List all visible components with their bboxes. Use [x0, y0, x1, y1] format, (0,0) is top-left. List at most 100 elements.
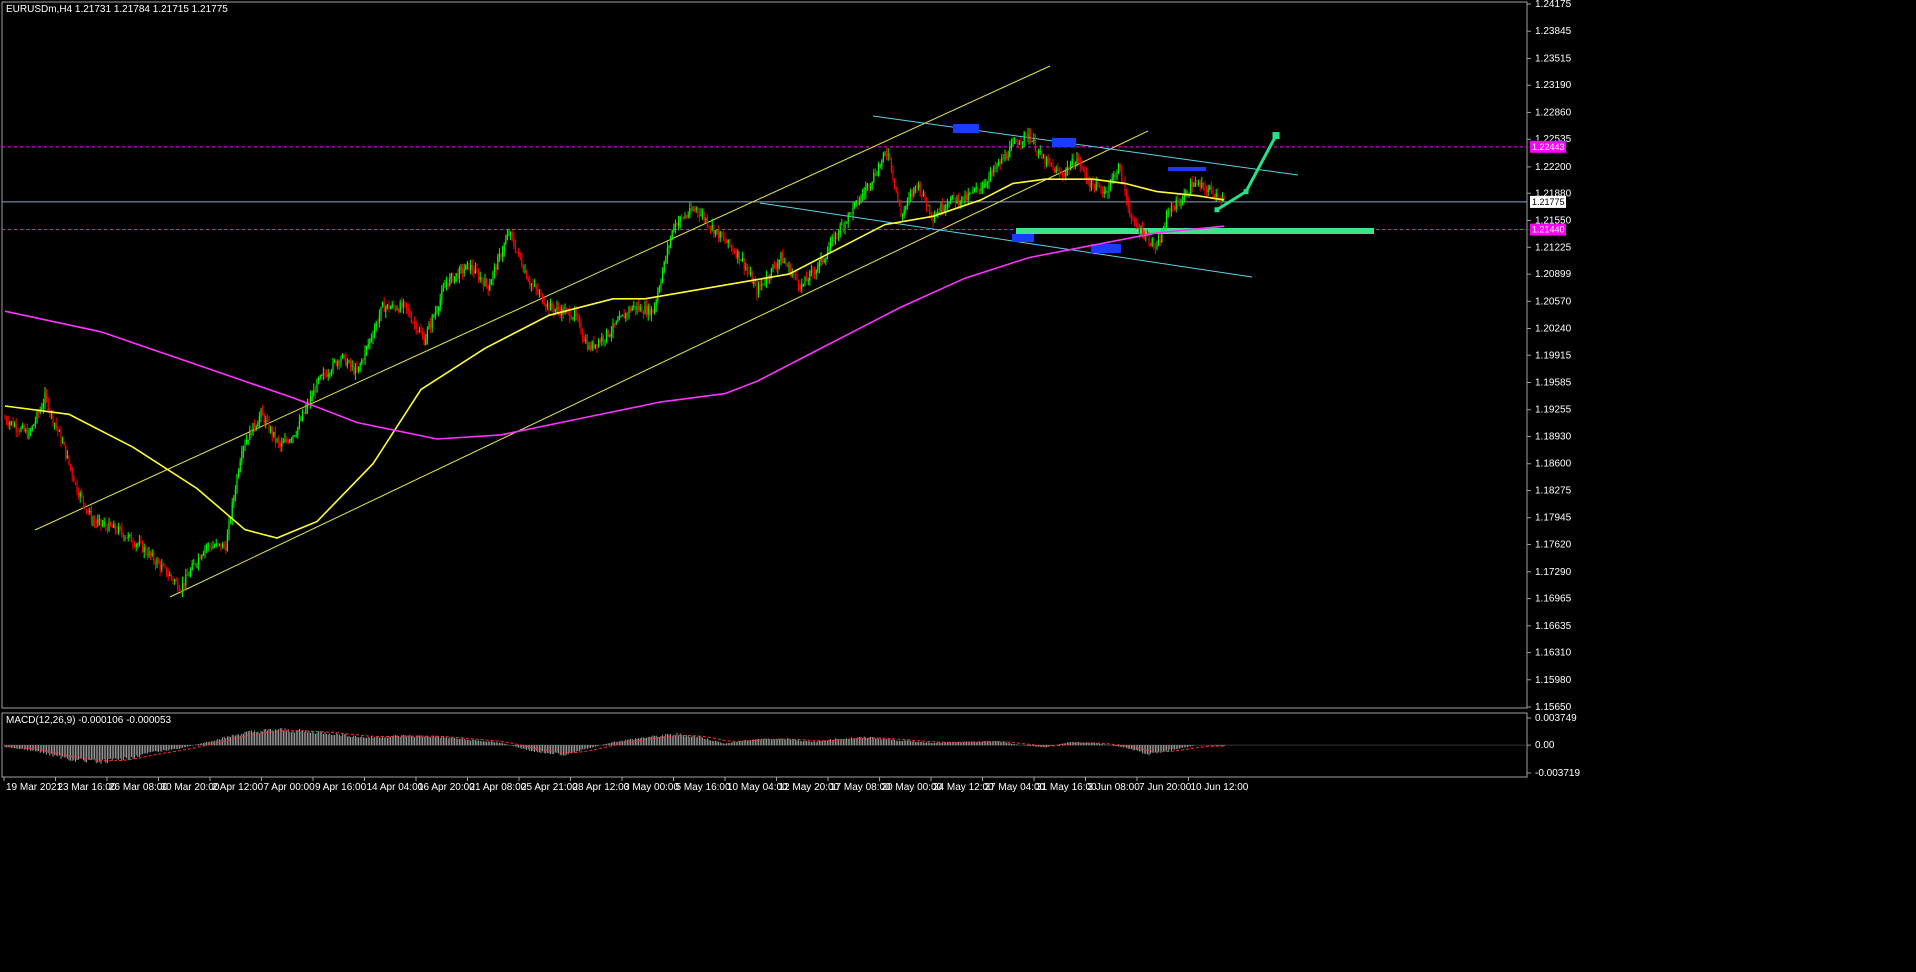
candle-body: [1132, 218, 1134, 220]
time-tick-label: 9 Apr 16:00: [315, 782, 367, 793]
time-tick-label: 19 Mar 2021: [6, 782, 63, 793]
candle-body: [1153, 238, 1155, 248]
candle-body: [247, 439, 249, 441]
candle-body: [849, 212, 851, 214]
candle-body: [650, 309, 652, 316]
candle-body: [41, 407, 43, 410]
candle-body: [161, 565, 163, 570]
candle-body: [1071, 158, 1073, 166]
candle-body: [702, 213, 704, 215]
candle-body: [970, 193, 972, 195]
candle-body: [522, 266, 524, 272]
candle-body: [1092, 179, 1094, 185]
price-tick-label: 1.17290: [1535, 567, 1572, 578]
candle-body: [337, 361, 339, 366]
candle-body: [302, 412, 304, 421]
candle-body: [273, 431, 275, 436]
candle-body: [289, 439, 291, 443]
candle-body: [1070, 165, 1072, 170]
candle-body: [1119, 164, 1121, 170]
candle-body: [1015, 140, 1017, 143]
candle-body: [668, 245, 670, 249]
candle-body: [556, 306, 558, 310]
candle-body: [18, 430, 20, 432]
candle-body: [1102, 190, 1104, 194]
candle-body: [276, 439, 278, 441]
candle-body: [1007, 157, 1009, 159]
candle-body: [1137, 226, 1139, 229]
candle-body: [7, 422, 9, 425]
candle-body: [473, 270, 475, 274]
candle-body: [580, 322, 582, 334]
candle-body: [1078, 158, 1080, 160]
candle-body: [986, 182, 988, 185]
candle-body: [508, 233, 510, 235]
candle-body: [126, 537, 128, 539]
candle-body: [1194, 182, 1196, 186]
candle-body: [993, 166, 995, 173]
candle-body: [908, 197, 910, 200]
candle-body: [1018, 143, 1020, 145]
candle-body: [999, 161, 1001, 164]
candle-body: [988, 176, 990, 183]
candle-body: [905, 206, 907, 210]
candle-body: [249, 429, 251, 440]
candle-body: [1001, 157, 1003, 164]
price-tick-label: 1.16965: [1535, 594, 1572, 605]
candle-body: [1209, 186, 1211, 190]
candle-body: [265, 419, 267, 424]
candle-body: [1164, 225, 1166, 230]
candle-body: [783, 261, 785, 264]
candle-body: [278, 439, 280, 443]
candle-body: [658, 287, 660, 293]
candle-body: [846, 222, 848, 224]
candle-body: [295, 434, 297, 436]
candle-body: [823, 260, 825, 262]
candle-body: [305, 408, 307, 414]
swing-marker-5: [1091, 244, 1121, 253]
candle-body: [366, 346, 368, 351]
candle-body: [553, 308, 555, 312]
candle-body: [866, 184, 868, 188]
candle-body: [28, 431, 30, 438]
candle-body: [519, 252, 521, 259]
candle-body: [97, 520, 99, 524]
candle-body: [412, 321, 414, 323]
candle-body: [335, 360, 337, 366]
candle-body: [338, 361, 340, 364]
candle-body: [854, 202, 856, 207]
candle-body: [372, 335, 374, 338]
candle-body: [934, 216, 936, 221]
candle-body: [388, 304, 390, 310]
candle-body: [1150, 243, 1152, 246]
candle-body: [543, 303, 545, 306]
candle-body: [865, 187, 867, 194]
candle-body: [586, 339, 588, 350]
candle-body: [913, 187, 915, 196]
candle-body: [743, 258, 745, 269]
candle-body: [191, 563, 193, 570]
candle-body: [601, 336, 603, 342]
candle-body: [399, 302, 401, 312]
candle-body: [1185, 190, 1187, 195]
candle-body: [604, 339, 606, 341]
candle-body: [143, 547, 145, 552]
candle-body: [822, 257, 824, 262]
candle-body: [1081, 166, 1083, 168]
candle-body: [439, 299, 441, 308]
candle-body: [1175, 199, 1177, 210]
candle-body: [42, 403, 44, 408]
candle-body: [270, 427, 272, 432]
candle-body: [430, 323, 432, 328]
candle-body: [180, 590, 182, 592]
candle-body: [100, 518, 102, 525]
candle-body: [84, 503, 86, 510]
candle-body: [961, 196, 963, 203]
price-tick-label: 1.20570: [1535, 296, 1572, 307]
price-tick-label: 1.21550: [1535, 215, 1572, 226]
candle-body: [857, 200, 859, 205]
candle-body: [969, 193, 971, 195]
candle-body: [1076, 158, 1078, 165]
candle-body: [1022, 141, 1024, 144]
candle-body: [972, 190, 974, 194]
